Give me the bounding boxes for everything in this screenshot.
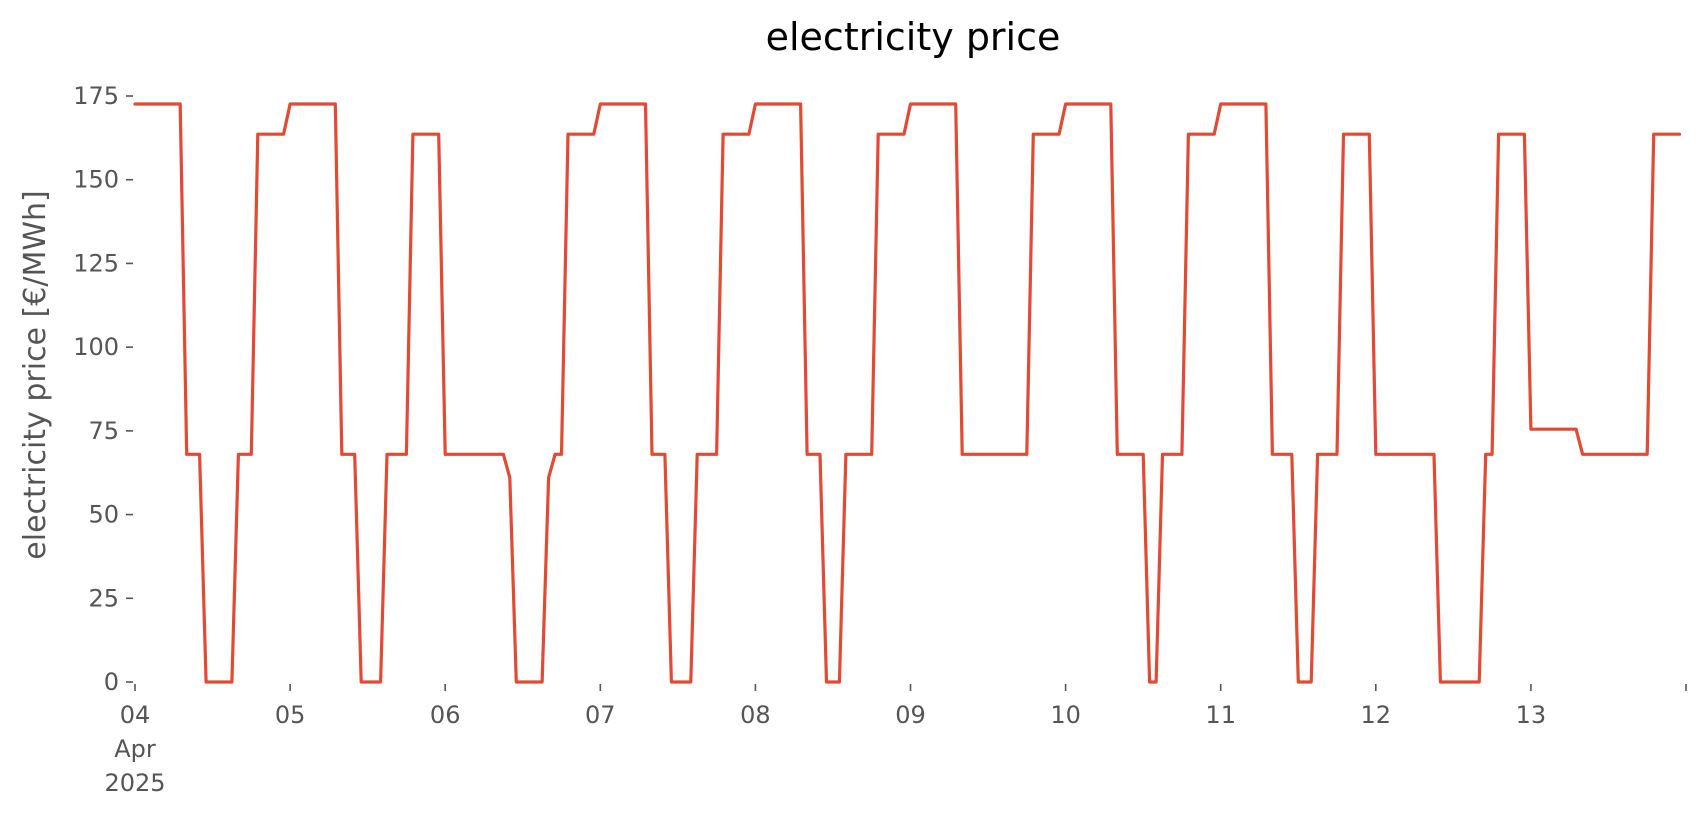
- x-tick-label: 04: [120, 701, 151, 729]
- x-tick-label: Apr: [114, 735, 156, 763]
- x-tick-label: 12: [1361, 701, 1392, 729]
- y-tick-label: 75: [88, 417, 119, 445]
- price-series-line: [133, 102, 1682, 684]
- y-tick-label: 0: [104, 668, 119, 696]
- series-layer: [133, 102, 1682, 684]
- x-tick-label: 08: [740, 701, 771, 729]
- x-axis: 04 Apr 2025 05 06 07 08 09 10 11 12 13: [104, 684, 1687, 797]
- y-tick-label: 50: [88, 501, 119, 529]
- x-tick-label: 09: [895, 701, 926, 729]
- y-tick-label: 150: [73, 166, 119, 194]
- y-axis-label: electricity price [€/MWh]: [18, 190, 53, 559]
- chart-title: electricity price: [766, 15, 1061, 59]
- x-tick-label: 07: [585, 701, 616, 729]
- x-tick-label: 06: [430, 701, 461, 729]
- y-axis: 0 25 50 75 100 125 150 175: [73, 82, 133, 696]
- x-tick-label: 11: [1205, 701, 1236, 729]
- x-tick-label: 2025: [104, 769, 165, 797]
- y-tick-label: 175: [73, 82, 119, 110]
- x-tick-label: 05: [275, 701, 306, 729]
- x-tick-label: 10: [1050, 701, 1081, 729]
- y-tick-label: 100: [73, 333, 119, 361]
- y-tick-label: 25: [88, 584, 119, 612]
- x-tick-label: 13: [1516, 701, 1547, 729]
- y-tick-label: 125: [73, 249, 119, 277]
